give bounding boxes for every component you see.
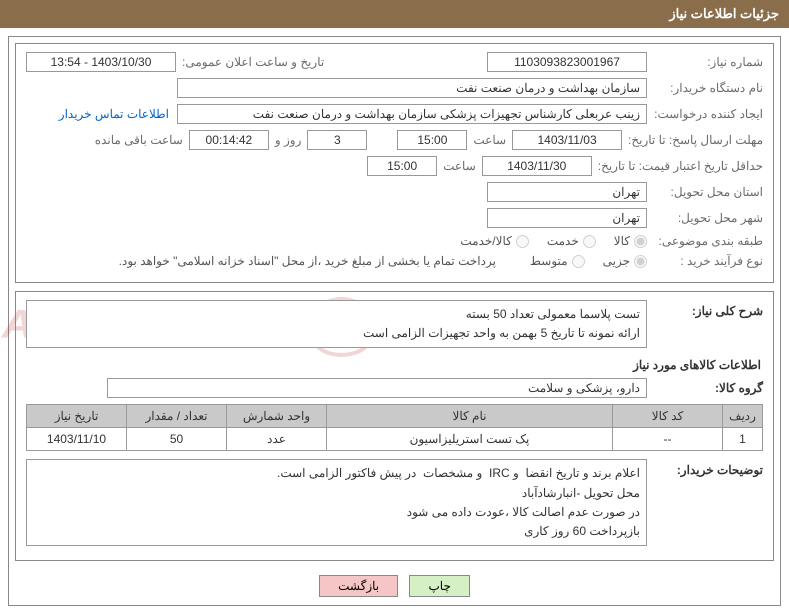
- countdown-suffix: ساعت باقی مانده: [95, 133, 183, 147]
- td-unit: عدد: [227, 428, 327, 451]
- info-section: شماره نیاز: 1103093823001967 تاریخ و ساع…: [15, 43, 774, 283]
- td-row: 1: [723, 428, 763, 451]
- need-number-field: 1103093823001967: [487, 52, 647, 72]
- details-section: شرح کلی نیاز: اطلاعات کالاهای مورد نیاز …: [15, 291, 774, 561]
- buyer-org-label: نام دستگاه خریدار:: [653, 81, 763, 95]
- th-qty: تعداد / مقدار: [127, 405, 227, 428]
- back-button[interactable]: بازگشت: [319, 575, 398, 597]
- city-label: شهر محل تحویل:: [653, 211, 763, 225]
- td-qty: 50: [127, 428, 227, 451]
- province-field: تهران: [487, 182, 647, 202]
- goods-table: ردیف کد کالا نام کالا واحد شمارش تعداد /…: [26, 404, 763, 451]
- th-code: کد کالا: [613, 405, 723, 428]
- deadline-time-field: 15:00: [397, 130, 467, 150]
- goods-group-field: دارو، پزشکی و سلامت: [107, 378, 647, 398]
- buyer-contact-link[interactable]: اطلاعات تماس خریدار: [59, 107, 169, 121]
- goods-group-label: گروه کالا:: [653, 381, 763, 395]
- th-name: نام کالا: [327, 405, 613, 428]
- time-label-1: ساعت: [473, 133, 506, 147]
- province-label: استان محل تحویل:: [653, 185, 763, 199]
- days-field: 3: [307, 130, 367, 150]
- radio-service[interactable]: خدمت: [547, 234, 596, 248]
- th-need-date: تاریخ نیاز: [27, 405, 127, 428]
- main-frame: AriaTender.net شماره نیاز: 1103093823001…: [8, 36, 781, 606]
- goods-section-title: اطلاعات کالاهای مورد نیاز: [28, 358, 761, 372]
- category-radios: کالا خدمت کالا/خدمت: [446, 234, 647, 248]
- buyer-notes-text: [26, 459, 647, 546]
- validity-date-field: 1403/11/30: [482, 156, 592, 176]
- time-label-2: ساعت: [443, 159, 476, 173]
- requester-field: زینب عربعلی کارشناس تجهیزات پزشکی سازمان…: [177, 104, 647, 124]
- announce-field: 1403/10/30 - 13:54: [26, 52, 176, 72]
- radio-medium[interactable]: متوسط: [530, 254, 585, 268]
- radio-both[interactable]: کالا/خدمت: [460, 234, 528, 248]
- countdown-field: 00:14:42: [189, 130, 269, 150]
- buyer-org-field: سازمان بهداشت و درمان صنعت نفت: [177, 78, 647, 98]
- requester-label: ایجاد کننده درخواست:: [653, 107, 763, 121]
- td-name: پک تست استریلیزاسیون: [327, 428, 613, 451]
- table-header-row: ردیف کد کالا نام کالا واحد شمارش تعداد /…: [27, 405, 763, 428]
- radio-small[interactable]: جزیی: [603, 254, 647, 268]
- process-note: پرداخت تمام یا بخشی از مبلغ خرید ،از محل…: [119, 254, 496, 268]
- summary-label: شرح کلی نیاز:: [653, 300, 763, 318]
- print-button[interactable]: چاپ: [409, 575, 469, 597]
- process-label: نوع فرآیند خرید :: [653, 254, 763, 268]
- need-number-label: شماره نیاز:: [653, 55, 763, 69]
- process-radios: جزیی متوسط: [516, 254, 647, 268]
- buyer-notes-label: توضیحات خریدار:: [653, 459, 763, 477]
- radio-goods[interactable]: کالا: [614, 234, 647, 248]
- td-code: --: [613, 428, 723, 451]
- city-field: تهران: [487, 208, 647, 228]
- days-and-label: روز و: [275, 133, 302, 147]
- th-row: ردیف: [723, 405, 763, 428]
- deadline-label: مهلت ارسال پاسخ: تا تاریخ:: [628, 133, 763, 147]
- deadline-date-field: 1403/11/03: [512, 130, 622, 150]
- category-label: طبقه بندی موضوعی:: [653, 234, 763, 248]
- td-need-date: 1403/11/10: [27, 428, 127, 451]
- validity-time-field: 15:00: [367, 156, 437, 176]
- page-title: جزئیات اطلاعات نیاز: [669, 6, 779, 21]
- announce-label: تاریخ و ساعت اعلان عمومی:: [182, 55, 324, 69]
- summary-text: [26, 300, 647, 348]
- page-header: جزئیات اطلاعات نیاز: [0, 0, 789, 28]
- validity-label: حداقل تاریخ اعتبار قیمت: تا تاریخ:: [598, 159, 763, 173]
- button-row: چاپ بازگشت: [15, 569, 774, 599]
- th-unit: واحد شمارش: [227, 405, 327, 428]
- table-row: 1 -- پک تست استریلیزاسیون عدد 50 1403/11…: [27, 428, 763, 451]
